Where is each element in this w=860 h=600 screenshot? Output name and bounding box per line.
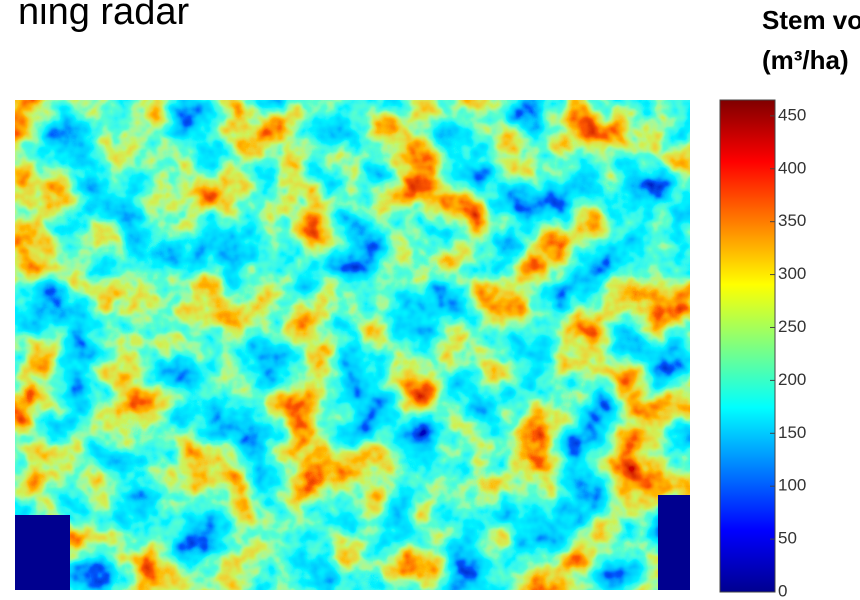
map-nodata (658, 495, 690, 590)
colorbar-tick-label: 400 (778, 158, 806, 177)
map-nodata (15, 515, 70, 590)
colorbar-label: (m³/ha) (762, 45, 849, 75)
colorbar (720, 100, 775, 592)
colorbar-tick-label: 300 (778, 264, 806, 283)
colorbar-tick-label: 250 (778, 317, 806, 336)
chart-title: ning radar (18, 0, 189, 33)
colorbar-tick-label: 150 (778, 423, 806, 442)
chart: ning radar Stem volume (m³/ha) 0 50 100 150… (0, 0, 860, 600)
map-image (15, 100, 690, 590)
colorbar-tick-label: 450 (778, 105, 806, 124)
colorbar-tick-label: 200 (778, 370, 806, 389)
colorbar-tick-label: 350 (778, 211, 806, 230)
colorbar-label: Stem volume (762, 5, 860, 35)
colorbar-tick-label: 0 (778, 581, 787, 600)
colorbar-tick-label: 50 (778, 529, 797, 548)
colorbar-tick-label: 100 (778, 476, 806, 495)
